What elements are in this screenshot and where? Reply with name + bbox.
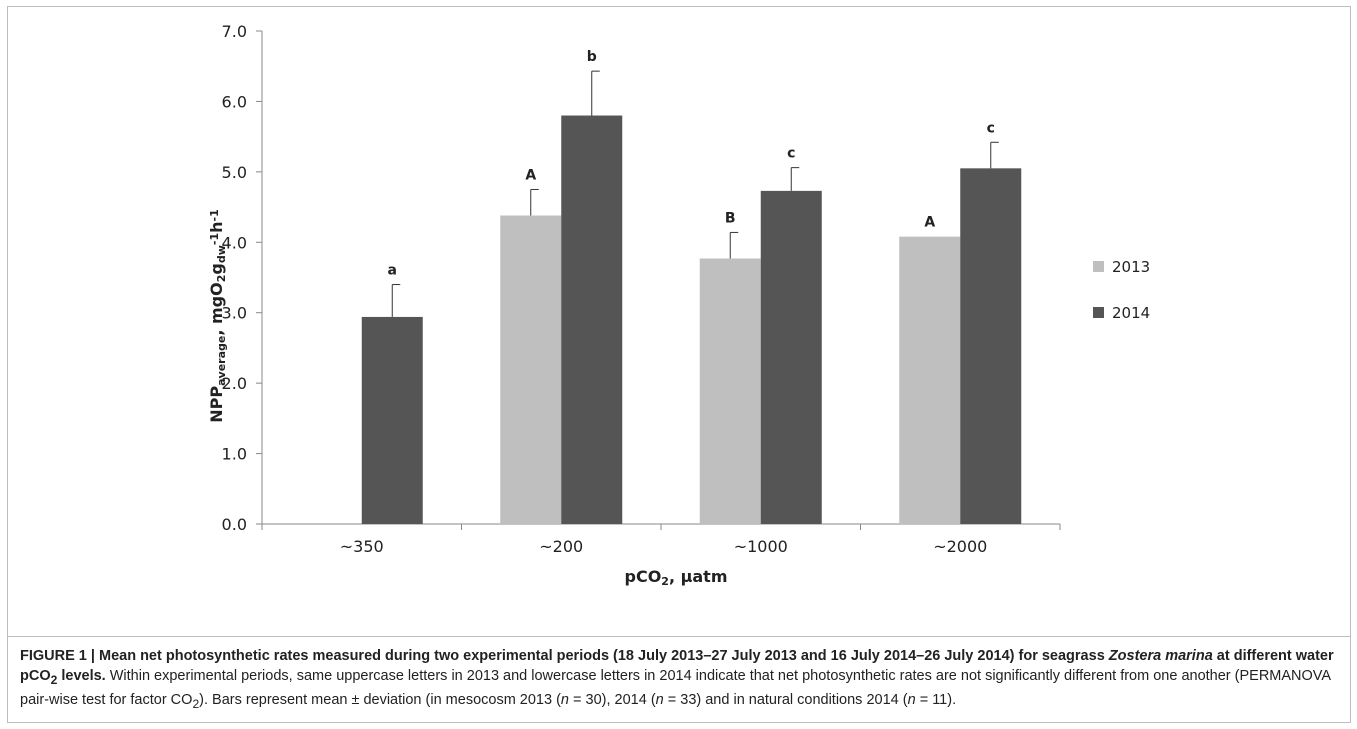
caption-bold-2: at different water pCO <box>20 648 1334 684</box>
significance-letter: B <box>725 210 736 226</box>
x-tick-label: ~2000 <box>933 537 987 556</box>
significance-letter: b <box>587 49 597 65</box>
caption-text-sub: 2 <box>192 696 200 711</box>
x-axis: ~350 ~200 ~1000 ~2000 <box>261 523 1061 556</box>
y-tick-label: 6.0 <box>222 92 247 111</box>
legend-swatch-2014 <box>1093 307 1104 318</box>
ylabel-o2-sub: 2 <box>215 275 228 283</box>
x-axis-title: pCO2, µatm <box>625 567 728 588</box>
xlabel-unit: , µatm <box>669 567 728 586</box>
legend-label-2013: 2013 <box>1112 258 1150 276</box>
ylabel-dw: dw <box>215 245 228 263</box>
significance-letter: A <box>924 215 935 231</box>
y-tick-label: 5.0 <box>222 163 247 182</box>
caption-species: Zostera marina <box>1108 648 1213 664</box>
significance-letter: c <box>787 146 795 162</box>
ylabel-exp1: -1 <box>208 233 221 245</box>
legend: 2013 2014 <box>1093 258 1150 322</box>
svg-text:pCO2, µatm: pCO2, µatm <box>625 567 728 588</box>
bar-2014 <box>561 115 623 524</box>
ylabel-h: h <box>207 221 226 232</box>
bars: A B Aa b c c <box>361 49 1022 525</box>
y-tick-label: 2.0 <box>222 374 247 393</box>
figure-caption: FIGURE 1 | Mean net photosynthetic rates… <box>20 646 1340 714</box>
caption-bold-1: FIGURE 1 | Mean net photosynthetic rates… <box>20 648 1109 664</box>
ylabel-average: average <box>215 336 228 386</box>
legend-swatch-2013 <box>1093 261 1104 272</box>
significance-letter: a <box>388 263 397 279</box>
x-tick-label: ~350 <box>340 537 384 556</box>
caption-divider <box>7 636 1351 637</box>
ylabel-g: g <box>207 263 226 274</box>
xlabel-sub: 2 <box>661 575 669 588</box>
caption-n2: n <box>655 691 664 708</box>
significance-letter: A <box>525 167 536 183</box>
y-tick-label: 4.0 <box>222 233 247 252</box>
x-tick-label: ~200 <box>539 537 583 556</box>
caption-text-1: Within experimental periods, same upperc… <box>20 668 1331 708</box>
y-axis-title: NPPaverage, mgO2gdw-1h-1 <box>207 209 228 422</box>
ylabel-npp: NPP <box>207 386 226 423</box>
ylabel-unit: , mgO <box>207 282 226 335</box>
y-tick-label: 0.0 <box>222 515 247 534</box>
bar-2014 <box>361 316 423 524</box>
bar-2014 <box>760 190 822 524</box>
bar-2013 <box>500 215 562 524</box>
legend-label-2014: 2014 <box>1112 304 1150 322</box>
caption-bold-3: levels. <box>57 668 106 684</box>
caption-text-4: = 33) and in natural conditions 2014 ( <box>663 691 908 708</box>
significance-letter: c <box>987 120 995 136</box>
bar-2013 <box>899 236 961 524</box>
caption-n3: n <box>907 691 916 708</box>
caption-text-3: = 30), 2014 ( <box>569 691 656 708</box>
y-tick-label: 1.0 <box>222 445 247 464</box>
bar-2013 <box>699 258 761 524</box>
x-tick-label: ~1000 <box>734 537 788 556</box>
y-axis: 0.0 1.0 2.0 3.0 4.0 5.0 6.0 7.0 <box>222 22 263 534</box>
caption-text-2: ). Bars represent mean ± deviation (in m… <box>199 691 561 708</box>
y-tick-label: 7.0 <box>222 22 247 41</box>
caption-n1: n <box>560 691 569 708</box>
caption-bold-sub: 2 <box>50 672 58 687</box>
bar-2014 <box>960 168 1022 525</box>
ylabel-exp2: -1 <box>208 209 221 221</box>
caption-text-5: = 11). <box>915 691 957 708</box>
svg-text:NPPaverage, mgO2gdw-1h-1: NPPaverage, mgO2gdw-1h-1 <box>207 209 228 422</box>
xlabel-pco: pCO <box>625 567 662 586</box>
figure-frame <box>7 6 1351 723</box>
bar-chart: 0.0 1.0 2.0 3.0 4.0 5.0 6.0 7.0 ~350 ~200 ~1000 ~2… <box>207 22 1150 588</box>
y-tick-label: 3.0 <box>222 304 247 323</box>
